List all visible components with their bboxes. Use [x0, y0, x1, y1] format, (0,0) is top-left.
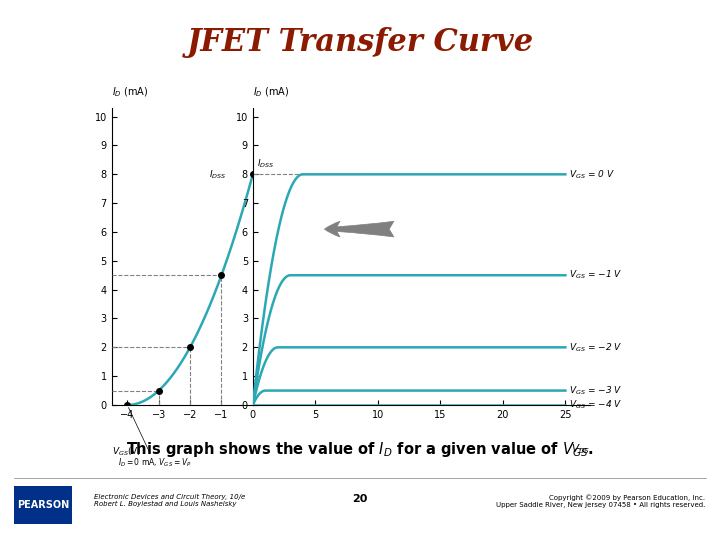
Text: PEARSON: PEARSON: [17, 500, 69, 510]
Text: $V_{GS}$ = $-$2 V: $V_{GS}$ = $-$2 V: [569, 341, 623, 354]
Text: $V_{GS}$ = 0 V: $V_{GS}$ = 0 V: [569, 168, 615, 180]
Text: $V_{GS}$ = $-$1 V: $V_{GS}$ = $-$1 V: [569, 269, 623, 281]
Text: Copyright ©2009 by Pearson Education, Inc.
Upper Saddle River, New Jersey 07458 : Copyright ©2009 by Pearson Education, In…: [496, 494, 706, 508]
Text: $I_D$ (mA): $I_D$ (mA): [253, 86, 289, 99]
Text: 20: 20: [352, 494, 368, 504]
Text: $I_D$ (mA): $I_D$ (mA): [112, 86, 148, 99]
Text: $I_{DSS}$: $I_{DSS}$: [256, 158, 274, 170]
Text: JFET Transfer Curve: JFET Transfer Curve: [186, 27, 534, 58]
Text: $V_{GS}$ = $-$4 V: $V_{GS}$ = $-$4 V: [569, 399, 623, 411]
Text: $I_{DSS}$: $I_{DSS}$: [209, 168, 226, 180]
Text: $V_{GS}$(V): $V_{GS}$(V): [112, 446, 141, 458]
Text: $V_{DS}$: $V_{DS}$: [571, 442, 590, 456]
Text: $I_D = 0$ mA, $V_{GS} = V_P$: $I_D = 0$ mA, $V_{GS} = V_P$: [118, 408, 192, 469]
Text: This graph shows the value of $I_D$ for a given value of $V_{GS}$.: This graph shows the value of $I_D$ for …: [127, 440, 593, 459]
Text: Electronic Devices and Circuit Theory, 10/e
Robert L. Boylestad and Louis Nashel: Electronic Devices and Circuit Theory, 1…: [94, 494, 245, 508]
Text: $V_{GS}$ = $-$3 V: $V_{GS}$ = $-$3 V: [569, 384, 623, 397]
